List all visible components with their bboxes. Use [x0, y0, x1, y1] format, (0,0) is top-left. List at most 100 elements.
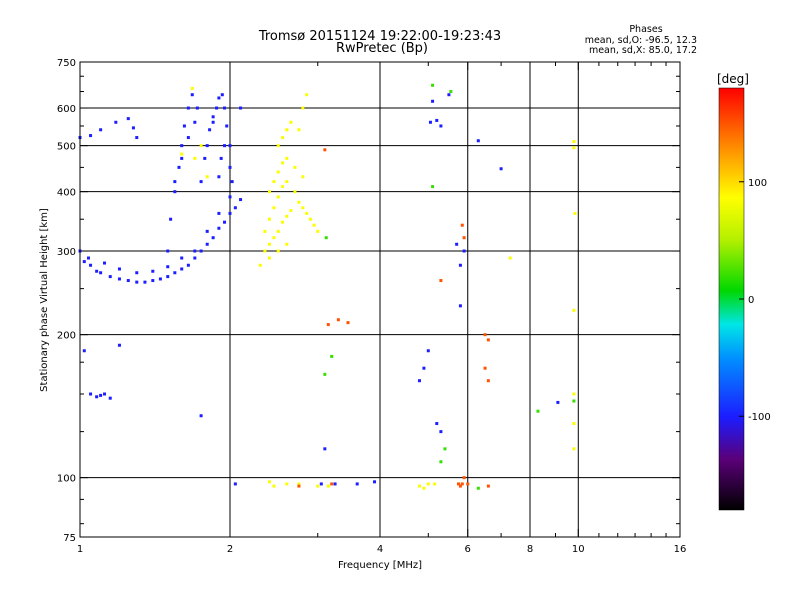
data-point — [316, 484, 320, 488]
data-point — [103, 392, 107, 396]
data-point — [208, 128, 212, 132]
data-point — [199, 180, 203, 184]
data-point — [99, 393, 103, 397]
data-point — [239, 106, 243, 110]
data-point — [108, 396, 112, 400]
data-point — [117, 277, 121, 281]
x-axis-label: Frequency [MHz] — [338, 560, 422, 571]
data-point — [82, 349, 86, 353]
data-point — [217, 226, 221, 230]
data-point — [285, 180, 289, 184]
legend-line-x: mean, sd,X: 85.0, 17.2 — [589, 45, 697, 56]
data-point — [205, 175, 209, 179]
y-tick-label: 100 — [57, 474, 76, 485]
data-point — [180, 267, 184, 271]
data-point — [572, 392, 576, 396]
data-point — [301, 206, 305, 210]
data-point — [117, 267, 121, 271]
x-tick-label: 2 — [227, 544, 233, 555]
data-point — [326, 484, 330, 488]
data-point — [126, 117, 130, 121]
data-point — [158, 277, 162, 281]
data-point — [486, 379, 490, 383]
data-point — [460, 223, 464, 227]
data-point — [462, 249, 466, 253]
data-point — [455, 242, 459, 246]
data-point — [225, 124, 229, 128]
data-point — [285, 156, 289, 160]
data-point — [297, 484, 301, 488]
data-point — [426, 482, 430, 486]
y-tick-label: 500 — [57, 142, 76, 153]
data-point — [276, 229, 280, 233]
data-point — [443, 447, 447, 451]
data-point — [433, 482, 437, 486]
data-point — [316, 229, 320, 233]
data-point — [483, 333, 487, 337]
data-point — [166, 265, 170, 269]
data-point — [108, 275, 112, 279]
data-point — [439, 279, 443, 283]
y-axis-label: Stationary phase Virtual Height [km] — [39, 208, 50, 392]
y-tick-label: 750 — [57, 58, 76, 69]
data-point — [135, 280, 139, 284]
data-point — [199, 249, 203, 253]
data-point — [193, 249, 197, 253]
data-point — [186, 263, 190, 267]
data-point — [267, 190, 271, 194]
x-tick-label: 1 — [77, 544, 83, 555]
data-point — [324, 236, 328, 240]
data-point — [126, 279, 130, 283]
data-point — [476, 486, 480, 490]
data-point — [572, 447, 576, 451]
data-point — [458, 263, 462, 267]
colorbar-ticks: -100 0 100 — [739, 178, 771, 423]
data-point — [572, 140, 576, 144]
data-point — [486, 484, 490, 488]
data-point — [305, 211, 309, 215]
data-point — [190, 93, 194, 97]
data-points — [78, 83, 577, 490]
data-point — [117, 343, 121, 347]
data-point — [135, 136, 139, 140]
data-point — [458, 484, 462, 488]
data-point — [276, 249, 280, 253]
data-point — [417, 484, 421, 488]
data-point — [211, 236, 215, 240]
chart-title: Tromsø 20151124 19:22:00-19:23:43 — [258, 29, 501, 44]
data-point — [99, 128, 103, 132]
data-point — [263, 229, 267, 233]
data-point — [466, 482, 470, 486]
data-point — [439, 124, 443, 128]
y-tick-label: 600 — [57, 104, 76, 115]
x-tick-label: 10 — [572, 544, 585, 555]
data-point — [308, 217, 312, 221]
x-tick-label: 4 — [377, 544, 383, 555]
data-point — [439, 430, 443, 434]
data-point — [239, 198, 243, 202]
data-point — [228, 165, 232, 169]
data-point — [483, 366, 487, 370]
data-point — [193, 256, 197, 260]
data-point — [82, 260, 86, 264]
data-point — [173, 190, 177, 194]
data-point — [135, 271, 139, 275]
data-point — [285, 242, 289, 246]
axis-ticks: 1 2 4 6 8 10 16 75 100 200 300 400 500 600 750 — [57, 58, 686, 555]
data-point — [323, 148, 327, 152]
data-point — [346, 321, 350, 325]
data-point — [182, 124, 186, 128]
data-point — [173, 180, 177, 184]
data-point — [217, 175, 221, 179]
legend-line-o: mean, sd,O: -96.5, 12.3 — [585, 35, 697, 46]
data-point — [219, 156, 223, 160]
data-point — [417, 379, 421, 383]
data-point — [281, 220, 285, 224]
data-point — [460, 482, 464, 486]
x-tick-label: 8 — [527, 544, 533, 555]
data-point — [193, 120, 197, 124]
data-point — [220, 93, 224, 97]
data-point — [476, 139, 480, 143]
data-point — [211, 120, 215, 124]
colorbar-tick-label: 100 — [748, 178, 767, 189]
